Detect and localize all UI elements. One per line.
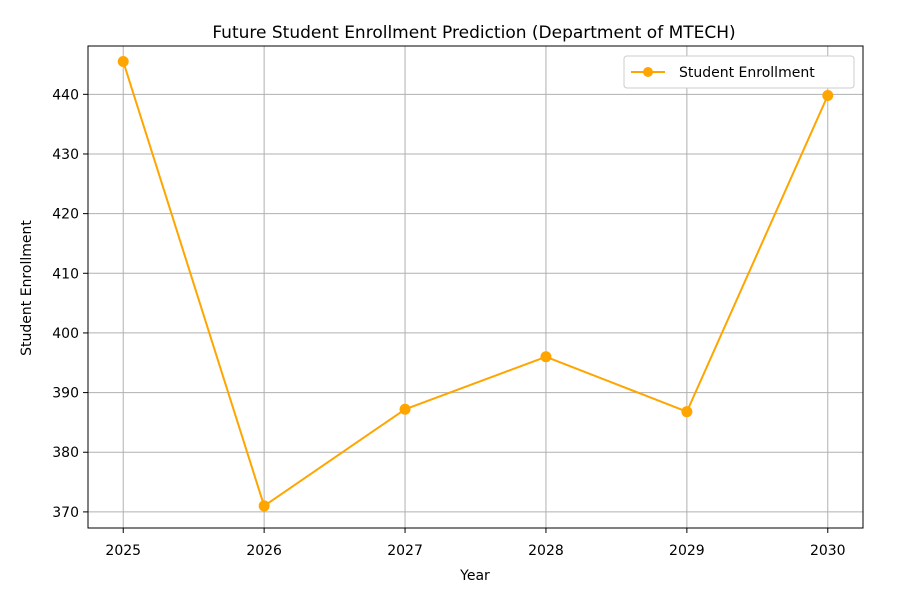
- series-layer: [117, 56, 834, 512]
- data-point: [117, 56, 129, 68]
- x-tick-label: 2029: [669, 543, 705, 559]
- x-tick-label: 2026: [246, 543, 282, 559]
- x-tick-label: 2030: [810, 543, 846, 559]
- data-point: [399, 403, 411, 415]
- y-tick-label: 370: [52, 505, 79, 521]
- series-line: [122, 61, 829, 507]
- y-axis-label: Student Enrollment: [19, 220, 35, 356]
- legend: Student Enrollment: [623, 55, 855, 89]
- x-tick-label: 2025: [105, 543, 141, 559]
- data-point: [540, 351, 552, 363]
- y-tick-label: 400: [52, 326, 79, 342]
- y-tick-label: 440: [52, 87, 79, 103]
- data-point: [258, 500, 270, 512]
- y-tick-label: 410: [52, 266, 79, 282]
- data-point: [822, 90, 834, 102]
- data-point: [681, 406, 693, 418]
- axis-ticks: 2025 2026 2027 2028 2029 2030 370 380 390 400 410 4…: [52, 87, 845, 559]
- x-axis-label: Year: [459, 568, 490, 584]
- legend-marker-swatch: [643, 67, 653, 77]
- x-tick-label: 2028: [528, 543, 564, 559]
- grid: [88, 46, 863, 528]
- y-tick-label: 420: [52, 207, 79, 223]
- y-tick-label: 390: [52, 386, 79, 402]
- y-tick-label: 430: [52, 147, 79, 163]
- x-tick-label: 2027: [387, 543, 423, 559]
- plot-frame: [87, 45, 864, 529]
- y-tick-label: 380: [52, 445, 79, 461]
- legend-label: Student Enrollment: [679, 65, 815, 81]
- legend-box: [623, 55, 855, 89]
- chart-title: Future Student Enrollment Prediction (De…: [212, 23, 735, 43]
